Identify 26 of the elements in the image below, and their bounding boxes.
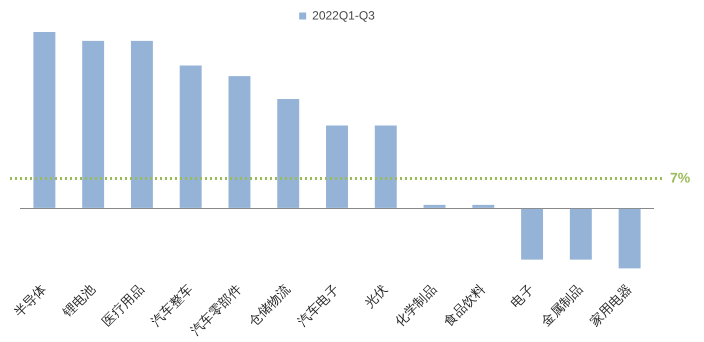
bar (326, 126, 348, 208)
x-tick-label: 电子 (508, 282, 537, 311)
bar (472, 204, 494, 208)
x-tick-label: 食品饮料 (440, 282, 488, 329)
x-tick-label: 锂电池 (58, 282, 98, 320)
bar (424, 204, 446, 208)
bar (130, 40, 153, 208)
bar (82, 40, 104, 208)
bar (33, 32, 56, 208)
legend-label: 2022Q1-Q3 (312, 8, 376, 22)
text: 7% (670, 169, 691, 186)
bar (521, 208, 544, 260)
x-tick-label: 仓储物流 (246, 282, 293, 329)
x-tick-label: 汽车电子 (294, 282, 342, 329)
bar (618, 208, 641, 268)
x-tick-label: 家用电器 (586, 282, 634, 329)
bar (570, 208, 592, 260)
bar (374, 126, 397, 208)
x-tick-label: 金属制品 (538, 282, 586, 329)
bar (180, 66, 202, 208)
x-tick-label: 光伏 (361, 282, 390, 311)
x-tick-label: 医疗用品 (99, 282, 147, 329)
bar (277, 99, 300, 208)
x-tick-label: 半导体 (10, 282, 50, 320)
x-tick-label: 化学制品 (392, 282, 440, 329)
bar (228, 76, 250, 208)
